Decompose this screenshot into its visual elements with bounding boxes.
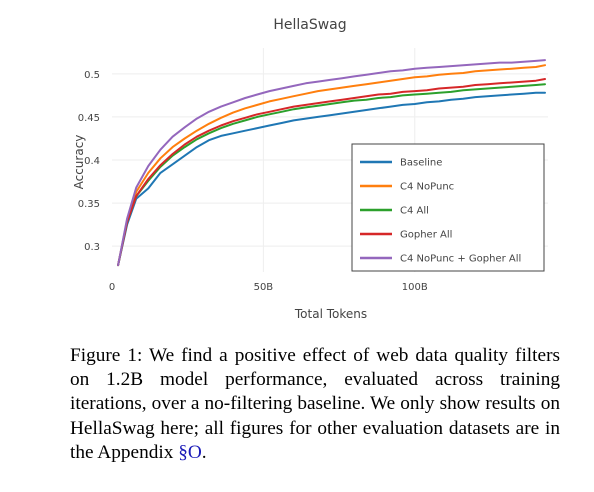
- legend-label: Baseline: [400, 158, 442, 169]
- y-tick-label: 0.45: [78, 113, 100, 124]
- caption-end: .: [201, 441, 207, 463]
- series-line-baseline: [117, 91, 546, 267]
- appendix-link[interactable]: §O: [178, 441, 202, 463]
- x-tick-label: 50B: [254, 282, 274, 293]
- series-lines: [117, 59, 546, 267]
- x-axis-label: Total Tokens: [294, 307, 367, 321]
- caption-text: Figure 1: We find a positive effect of w…: [70, 345, 560, 463]
- y-axis-label: Accuracy: [72, 135, 86, 190]
- line-chart: 0.3 0.35 0.4 0.45 0.5 0 50B 100B HellaSwag Tota…: [72, 17, 548, 321]
- series-line-c4-nopunc-gopher-all: [117, 59, 546, 267]
- legend-label: Gopher All: [400, 230, 452, 241]
- legend: Baseline C4 NoPunc C4 All Gopher All C4 NoPu…: [351, 143, 545, 272]
- series-line-gopher-all: [117, 78, 546, 267]
- chart-title: HellaSwag: [273, 17, 346, 33]
- legend-box: [351, 143, 545, 272]
- y-tick-label: 0.35: [78, 199, 100, 210]
- figure-caption: Figure 1: We find a positive effect of w…: [70, 344, 560, 465]
- series-line-c4-all: [117, 83, 546, 267]
- legend-label: C4 NoPunc + Gopher All: [400, 254, 521, 265]
- y-tick-label: 0.4: [84, 156, 100, 167]
- x-tick-label: 0: [109, 282, 115, 293]
- x-tick-label: 100B: [402, 282, 428, 293]
- y-tick-label: 0.5: [84, 70, 100, 81]
- series-line-c4-nopunc: [117, 64, 546, 267]
- legend-label: C4 All: [400, 206, 429, 217]
- legend-label: C4 NoPunc: [400, 182, 454, 193]
- y-tick-label: 0.3: [84, 242, 100, 253]
- tick-labels: 0.3 0.35 0.4 0.45 0.5 0 50B 100B: [78, 70, 428, 293]
